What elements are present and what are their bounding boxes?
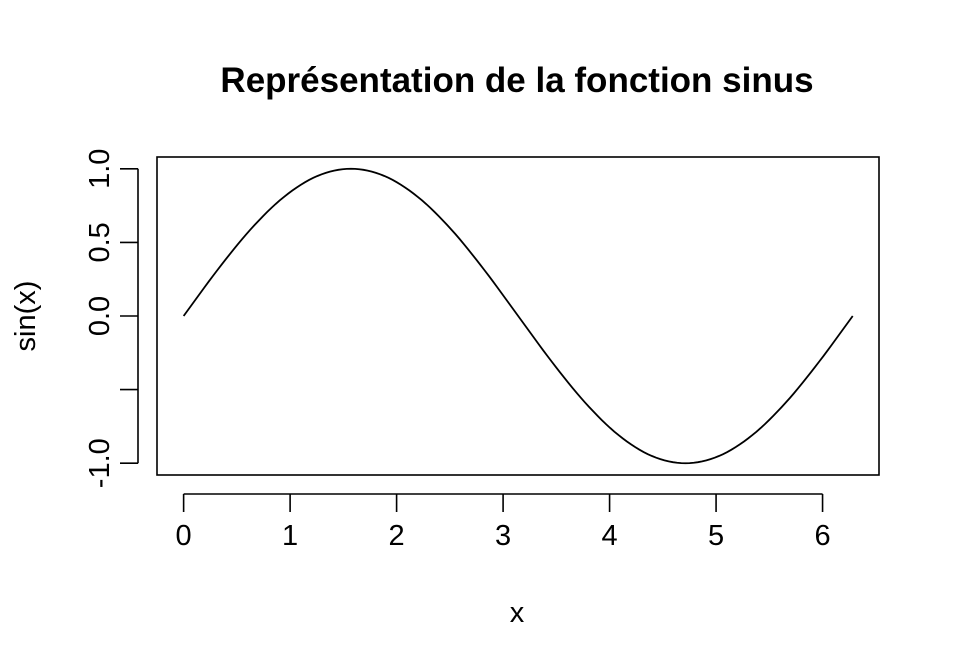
chart-title: Représentation de la fonction sinus (220, 61, 813, 100)
x-axis-label: x (510, 597, 525, 629)
sine-curve (182, 167, 854, 465)
y-tick-label: 0.0 (84, 296, 116, 336)
plot-box (156, 156, 880, 476)
x-tick-label: 6 (814, 520, 830, 552)
y-tick-label: 0.5 (84, 222, 116, 262)
x-tick-label: 2 (389, 520, 405, 552)
x-tick-label: 3 (495, 520, 511, 552)
x-axis: 0 1 2 3 4 5 6 (176, 493, 831, 552)
x-tick-label: 4 (602, 520, 618, 552)
y-tick-label: 1.0 (84, 149, 116, 189)
y-tick-label: -1.0 (84, 438, 116, 488)
x-tick-label: 1 (282, 520, 298, 552)
x-tick-label: 0 (176, 520, 192, 552)
y-axis: -1.0 0.0 0.5 1.0 (84, 149, 139, 488)
x-tick-label: 5 (708, 520, 724, 552)
y-axis-label: sin(x) (10, 281, 42, 352)
